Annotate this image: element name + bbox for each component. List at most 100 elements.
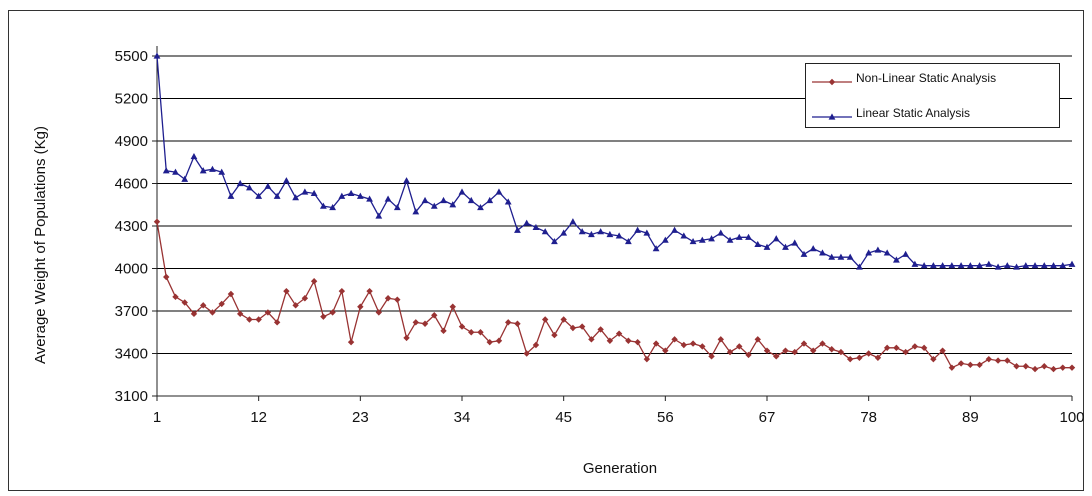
data-point [218,300,225,308]
data-point [819,340,826,347]
data-point [902,250,910,257]
data-point [625,337,632,344]
data-point [689,340,697,347]
data-point [680,232,688,239]
data-point [458,188,466,195]
data-point [726,236,734,243]
series-line [156,221,1072,370]
data-point [1041,363,1048,370]
data-point [458,323,466,330]
data-point [865,350,872,357]
data-point [449,303,456,310]
data-point [689,237,697,245]
data-point [163,273,170,281]
data-point [310,189,318,197]
data-point [846,253,854,260]
data-point [1031,365,1039,373]
data-point [495,337,503,344]
data-point [1013,263,1020,270]
data-point [920,344,928,352]
data-point [624,237,632,245]
data-point [366,287,373,295]
legend-marker [828,113,836,120]
data-point [495,188,503,195]
data-point [652,245,660,252]
data-point [754,240,762,248]
data-point [486,196,494,204]
x-tick-label: 67 [759,409,776,426]
x-axis-label: Generation [583,460,657,477]
data-point [532,223,540,231]
data-point [403,334,410,342]
data-point [772,235,780,242]
data-point [939,262,947,269]
data-point [486,338,493,346]
data-point [523,350,530,357]
y-tick-label: 3400 [115,346,148,363]
data-point [828,253,836,260]
data-point [708,235,715,242]
x-tick-label: 12 [250,409,267,426]
y-tick-label: 3100 [115,388,148,405]
data-point [1003,262,1011,269]
data-point [292,302,299,309]
data-point [967,361,974,369]
data-point [347,338,355,346]
data-point [172,168,179,175]
data-point [236,310,244,318]
x-tick-label: 45 [555,409,572,426]
data-point [384,195,392,202]
data-point [892,256,900,263]
series-line [156,55,1073,269]
data-point [477,203,484,211]
data-point [791,239,799,246]
data-point [745,233,752,240]
data-point [745,351,752,359]
data-point [505,319,512,326]
data-point [911,343,919,350]
data-point [856,263,863,270]
data-point [246,316,253,323]
y-tick-label: 3700 [115,303,148,320]
data-point [966,262,974,269]
y-tick-label: 4600 [115,176,148,193]
data-point [227,290,235,298]
data-point [273,319,281,326]
x-tick-label: 1 [153,409,161,426]
data-point [430,202,438,209]
data-point [264,309,272,316]
data-point [662,347,669,354]
data-point [412,319,419,326]
data-point [994,357,1002,364]
data-point [162,167,170,174]
y-tick-label: 4000 [115,261,148,278]
y-tick-label: 4300 [115,218,148,235]
data-point [1050,262,1057,269]
data-point [976,361,983,369]
data-point [800,250,808,257]
data-point [153,218,161,225]
data-point [421,320,429,327]
data-point [893,344,900,352]
data-point [283,287,290,295]
data-point [301,188,309,195]
data-point [440,196,447,204]
data-point [809,245,817,252]
data-point [1068,260,1076,267]
data-point [837,348,845,356]
legend: Non-Linear Static Analysis Linear Static … [805,63,1060,128]
data-point [181,299,188,306]
data-point [440,327,447,335]
legend-item: Non-Linear Static Analysis [812,71,996,86]
y-axis-label: Average Weight of Populations (Kg) [32,126,49,364]
data-point [1040,262,1048,269]
data-point [532,341,540,349]
data-point [264,182,272,189]
data-point [883,344,891,352]
data-point [819,249,826,256]
data-point [357,303,364,310]
x-axis-ticks: 1 12 23 34 45 56 67 78 89 100 [153,396,1085,426]
data-point [976,262,983,269]
series-layer [153,52,1076,373]
data-point [338,287,346,295]
